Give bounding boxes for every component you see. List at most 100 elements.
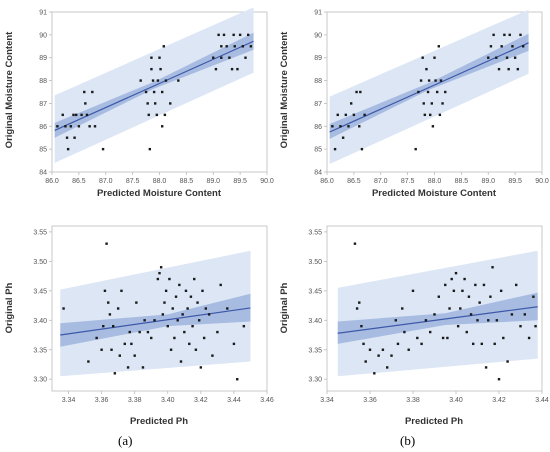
data-point: [407, 348, 410, 351]
data-point: [386, 366, 389, 369]
confidence-band: [337, 292, 538, 344]
panel-label-b: (b): [400, 433, 416, 448]
data-point: [355, 307, 359, 310]
data-point: [241, 45, 245, 48]
data-point: [147, 113, 150, 117]
data-point: [439, 79, 443, 82]
data-point: [358, 125, 361, 128]
data-point: [84, 102, 87, 105]
chart-moisture-b: 86.0 86.5 87.0 87.5 88.0 88.5 89.0 89.5 90.0 84 85…: [275, 0, 550, 205]
data-point: [503, 33, 506, 37]
x-tick-label: 90.0: [260, 178, 274, 185]
data-point: [508, 33, 511, 37]
data-point: [450, 277, 453, 281]
data-point: [500, 45, 503, 48]
data-point: [118, 354, 122, 357]
data-point: [507, 67, 510, 71]
data-point: [153, 319, 156, 322]
data-point: [236, 67, 239, 71]
data-point: [425, 67, 428, 71]
data-point: [179, 360, 183, 363]
data-point: [495, 319, 499, 322]
data-point: [411, 289, 415, 293]
data-point: [467, 295, 471, 298]
x-tick-label: 88.0: [153, 178, 167, 185]
y-axis-label: Original Ph: [279, 282, 290, 333]
y-tick-label: 3.40: [33, 318, 47, 325]
data-point: [61, 113, 64, 117]
data-point: [219, 283, 222, 287]
y-axis-label: Original Moisture Content: [4, 31, 15, 148]
y-tick-label: 3.45: [308, 288, 322, 295]
data-point: [427, 79, 431, 82]
data-point: [207, 313, 211, 316]
data-point: [246, 33, 250, 37]
data-point: [527, 336, 531, 340]
data-point: [174, 295, 178, 298]
data-point: [416, 336, 419, 340]
data-point: [191, 324, 194, 328]
data-point: [497, 67, 501, 71]
data-point: [148, 147, 152, 151]
data-point: [446, 336, 449, 340]
data-point: [186, 307, 189, 310]
x-axis-label: Predicted Ph: [405, 416, 463, 427]
data-point: [95, 336, 98, 340]
data-point: [414, 147, 417, 151]
data-point: [87, 360, 90, 363]
data-point: [116, 307, 120, 310]
data-point: [489, 45, 493, 48]
data-point: [222, 33, 226, 37]
data-point: [194, 348, 198, 351]
data-point: [495, 56, 498, 59]
data-point: [469, 313, 473, 316]
x-tick-label: 88.5: [180, 178, 194, 185]
data-point: [422, 102, 425, 105]
data-point: [381, 348, 385, 351]
data-point: [482, 283, 486, 287]
y-tick-label: 89: [314, 55, 322, 62]
data-point: [233, 45, 236, 48]
x-tick-label: 3.34: [320, 397, 334, 404]
data-point: [216, 330, 219, 334]
y-tick-label: 3.50: [33, 259, 47, 266]
data-point: [196, 301, 199, 304]
x-tick-label: 90.0: [535, 178, 549, 185]
data-point: [513, 56, 517, 59]
data-point: [202, 336, 206, 340]
x-tick-label: 3.34: [62, 397, 76, 404]
x-tick-label: 3.44: [535, 397, 549, 404]
y-tick-label: 84: [314, 170, 322, 177]
data-point: [156, 79, 160, 82]
data-point: [502, 336, 505, 340]
data-point: [484, 366, 488, 369]
data-point: [519, 324, 522, 328]
data-point: [417, 90, 420, 94]
data-point: [474, 283, 477, 287]
data-point: [426, 90, 430, 94]
data-point: [211, 354, 214, 357]
x-axis-label: Predicted Moisture Content: [97, 188, 222, 199]
data-point: [108, 313, 112, 316]
data-point: [91, 90, 94, 94]
data-point: [364, 360, 367, 363]
data-point: [168, 277, 171, 281]
data-point: [107, 301, 110, 304]
data-point: [80, 113, 83, 117]
data-point: [65, 136, 69, 139]
data-point: [344, 113, 348, 117]
confidence-band: [54, 32, 254, 138]
y-tick-label: 91: [39, 10, 47, 17]
data-point: [355, 90, 358, 94]
data-point: [135, 301, 138, 304]
data-point: [214, 67, 218, 71]
data-point: [158, 56, 161, 59]
data-point: [204, 307, 208, 310]
data-point: [489, 295, 492, 298]
x-tick-label: 86.5: [72, 178, 86, 185]
data-point: [212, 56, 215, 59]
data-point: [199, 366, 203, 369]
data-point: [154, 102, 157, 105]
data-point: [463, 277, 466, 281]
x-tick-label: 3.44: [227, 397, 241, 404]
